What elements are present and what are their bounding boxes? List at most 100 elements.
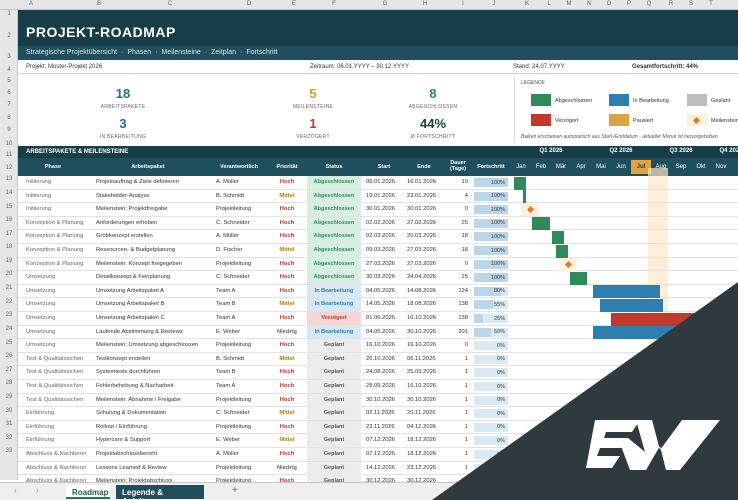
end-date-cell: 30.10.2026 (407, 328, 437, 335)
legend-panel: LEGENDE Abgeschlossen In Bearbeitung Gepla… (514, 76, 738, 142)
task-cell[interactable]: Schulung & Dokumentation (96, 410, 167, 417)
owner-cell: B. Schmidt (216, 355, 245, 362)
task-cell[interactable]: Systemtests durchführen (96, 369, 161, 376)
table-row[interactable]: Test & Qualitätssichen Testkonzept erstel… (18, 352, 738, 367)
progress-text: 0% (497, 451, 505, 458)
task-cell[interactable]: Meilenstein: Umsetzung abgeschlossen (96, 342, 199, 349)
task-cell[interactable]: Hypercare & Support (96, 437, 151, 444)
column-header[interactable]: Phase (44, 164, 62, 170)
nav-item[interactable]: Zeitplan (211, 49, 237, 56)
legend-swatch (609, 94, 629, 106)
row-number: 3 (7, 54, 11, 60)
kpi-label: MEILENSTEINE (292, 104, 334, 110)
row-number: 21 (5, 285, 13, 291)
end-date-cell: 18.08.2026 (407, 301, 437, 308)
nav-item[interactable]: Fortschritt (246, 49, 278, 56)
task-cell[interactable]: Umsetzung Arbeitspaket C (96, 315, 165, 321)
table-row[interactable]: Konzeption & Planung Ressourcen- & Budget… (18, 244, 738, 258)
table-row[interactable]: Abschluss & Nachberei Meilenstein: Projek… (18, 475, 738, 482)
end-date-cell: 23.01.2026 (407, 192, 437, 199)
column-letter: I (462, 1, 464, 7)
table-row[interactable]: Initiierung Projektauftrag & Ziele defini… (18, 176, 738, 190)
task-cell[interactable]: Ressourcen- & Budgetplanung (96, 247, 175, 253)
progress-bar: 100% (474, 246, 508, 255)
task-cell[interactable]: Detailkonzept & Feinplanung (96, 274, 171, 281)
progress-fill (474, 327, 491, 337)
table-row[interactable]: Abschluss & Nachberei Lessons Learned & R… (18, 461, 738, 476)
table-row[interactable]: Test & Qualitätssichen Meilenstein: Abnah… (18, 393, 738, 408)
status-badge: Abgeschlossen (307, 176, 361, 189)
nav-item[interactable]: Phasen (127, 49, 152, 56)
task-cell[interactable]: Stakeholder-Analyse (96, 192, 150, 199)
task-cell[interactable]: Fehlerbehebung & Nacharbeit (96, 383, 174, 389)
task-cell[interactable]: Meilenstein: Projektfreigabe (96, 206, 168, 213)
priority-cell: Mittel (279, 192, 295, 199)
column-header[interactable]: Arbeitspaket (131, 164, 165, 170)
table-row[interactable]: Einführung Hypercare & Support E. Weber Mit… (18, 434, 738, 448)
progress-bar: 0% (474, 354, 508, 364)
sheet-tab[interactable]: Legende & Anleitung (116, 485, 204, 500)
table-row[interactable]: Einführung Schulung & Dokumentation C. Sch… (18, 407, 738, 421)
task-cell[interactable]: Projektabschlussbericht (96, 451, 158, 457)
task-cell[interactable]: Anforderungen erheben (96, 219, 158, 226)
column-letter: K (524, 1, 529, 7)
task-cell[interactable]: Laufende Abstimmung & Reviews (96, 328, 183, 335)
status-date: Stand: 24.07.YYYY (513, 64, 565, 70)
table-row[interactable]: Konzeption & Planung Meilenstein: Konzept… (18, 257, 738, 272)
table-row[interactable]: Umsetzung Detailkonzept & Feinplanung C. S… (18, 271, 738, 285)
table-row[interactable]: Initiierung Stakeholder-Analyse B. Schmidt… (18, 189, 738, 204)
column-header[interactable]: Fortschritt (477, 164, 505, 170)
task-cell[interactable]: Grobkonzept erstellen (96, 233, 153, 240)
task-cell[interactable]: Projektauftrag & Ziele definieren (96, 179, 179, 185)
task-cell[interactable]: Lessons Learned & Review (96, 464, 167, 471)
add-sheet-button[interactable]: + (232, 485, 238, 496)
progress-text: 100% (490, 193, 505, 200)
progress-text: 0% (497, 356, 505, 363)
sheet-area: PROJEKT-ROADMAP Strategische Projektüber… (18, 10, 738, 482)
column-header[interactable]: Ende (417, 164, 431, 170)
duration-cell: 4 (464, 192, 468, 199)
table-row[interactable]: Initiierung Meilenstein: Projektfreigabe P… (18, 203, 738, 217)
column-header[interactable]: Verantwortlich (220, 164, 258, 170)
status-badge: In Bearbeitung (307, 325, 361, 339)
progress-bar: 100% (474, 273, 508, 283)
phase-cell: Konzeption & Planung (26, 247, 84, 253)
task-cell[interactable]: Meilenstein: Projektabschluss (96, 478, 173, 482)
legend-title: LEGENDE (521, 80, 545, 86)
sheet-tab[interactable]: Roadmap (66, 485, 110, 499)
progress-bar: 100% (474, 232, 508, 242)
table-row[interactable]: Test & Qualitätssichen Systemtests durchf… (18, 366, 738, 380)
table-row[interactable]: Konzeption & Planung Grobkonzept erstelle… (18, 230, 738, 244)
task-cell[interactable]: Rollout / Einführung (96, 423, 147, 430)
column-header[interactable]: Priorität (276, 164, 298, 170)
table-row[interactable]: Umsetzung Meilenstein: Umsetzung abgeschl… (18, 339, 738, 353)
column-header[interactable]: Status (325, 164, 343, 170)
task-cell[interactable]: Umsetzung Arbeitspaket A (96, 287, 164, 294)
status-badge: Abgeschlossen (307, 189, 361, 203)
column-header[interactable]: Dauer (Tage) (449, 160, 467, 172)
owner-cell: A. Müller (216, 451, 239, 457)
task-cell[interactable]: Meilenstein: Konzept freigegeben (96, 260, 183, 267)
table-row[interactable]: Abschluss & Nachberei Projektabschlussber… (18, 448, 738, 462)
nav-item[interactable]: Strategische Projektübersicht (26, 49, 118, 56)
table-row[interactable]: Test & Qualitätssichen Fehlerbehebung & N… (18, 380, 738, 394)
nav-item[interactable]: Meilensteine (161, 49, 201, 56)
tab-nav-right-icon[interactable]: › (36, 486, 39, 495)
table-row[interactable]: Einführung Rollout / Einführung Projektlei… (18, 420, 738, 435)
kpi-value: 18 (115, 86, 131, 101)
task-cell[interactable]: Meilenstein: Abnahme / Freigabe (96, 396, 181, 403)
month-header: Okt (696, 164, 706, 170)
table-row[interactable]: Konzeption & Planung Anforderungen erhebe… (18, 216, 738, 231)
task-cell[interactable]: Testkonzept erstellen (96, 355, 151, 362)
column-header[interactable]: Start (377, 164, 391, 170)
tab-nav-left-icon[interactable]: ‹ (14, 486, 17, 495)
priority-cell: Niedrig (277, 464, 297, 471)
priority-cell: Hoch (279, 423, 295, 430)
kpi-card: 8 ABGESCHLOSSEN (348, 86, 518, 110)
status-badge: Abgeschlossen (307, 203, 361, 217)
task-cell[interactable]: Umsetzung Arbeitspaket B (96, 301, 165, 308)
start-date-cell: 07.12.2026 (366, 451, 396, 457)
priority-cell: Hoch (279, 383, 295, 389)
phase-cell: Initiierung (26, 192, 52, 199)
end-date-cell: 16.10.2026 (407, 342, 437, 349)
